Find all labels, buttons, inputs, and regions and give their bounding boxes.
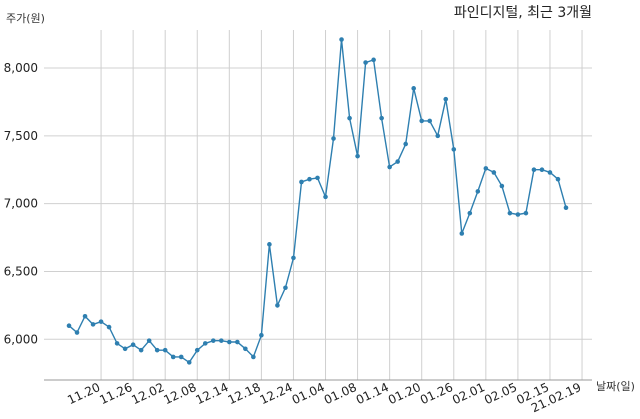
data-point xyxy=(186,360,192,365)
price-points xyxy=(66,37,569,365)
y-axis-label: 주가(원) xyxy=(6,12,45,25)
data-point xyxy=(235,339,240,345)
data-point xyxy=(451,147,457,152)
x-tick-label: 12.08 xyxy=(161,380,198,407)
data-point xyxy=(555,176,561,182)
data-point xyxy=(106,324,112,330)
data-point xyxy=(323,194,328,200)
data-point xyxy=(531,167,537,173)
data-point xyxy=(122,346,128,352)
data-point xyxy=(467,210,473,216)
data-point xyxy=(267,242,272,247)
data-point xyxy=(307,176,312,182)
data-point xyxy=(435,133,441,139)
data-point xyxy=(403,141,408,147)
data-point xyxy=(170,354,176,360)
data-point xyxy=(178,354,184,360)
data-point xyxy=(202,341,208,346)
y-tick-label: 7,500 xyxy=(4,129,38,143)
data-point xyxy=(523,210,529,216)
data-point xyxy=(371,57,376,63)
data-point xyxy=(427,118,433,124)
data-point xyxy=(483,166,489,171)
data-point xyxy=(291,255,296,261)
price-series-line xyxy=(68,39,567,364)
y-tick-label: 8,000 xyxy=(4,61,38,75)
data-point xyxy=(499,183,505,189)
chart-title: 파인디지털, 최근 3개월 xyxy=(454,5,592,21)
y-tick-label: 6,500 xyxy=(4,264,38,278)
data-point xyxy=(363,60,368,65)
data-point xyxy=(138,347,144,353)
x-axis-label: 날짜(일) xyxy=(596,379,635,393)
data-point xyxy=(459,231,465,236)
data-point xyxy=(387,164,392,170)
grid-lines xyxy=(44,30,592,380)
data-point xyxy=(210,338,216,343)
data-point xyxy=(563,205,569,211)
data-point xyxy=(114,341,120,346)
x-tick-label: 01.14 xyxy=(354,380,391,407)
data-point xyxy=(395,159,400,164)
data-point xyxy=(443,96,449,102)
data-point xyxy=(419,118,425,124)
x-tick-label: 12.18 xyxy=(226,380,263,407)
data-point xyxy=(66,323,72,329)
data-point xyxy=(475,189,481,194)
data-point xyxy=(379,115,384,121)
data-point xyxy=(74,330,80,335)
x-tick-label: 12.02 xyxy=(129,380,166,407)
x-tick-label: 02.05 xyxy=(482,380,519,407)
data-point xyxy=(98,319,104,324)
data-point xyxy=(491,170,497,175)
data-point xyxy=(194,347,200,353)
data-point xyxy=(299,179,304,185)
y-tick-label: 7,000 xyxy=(4,197,38,211)
data-point xyxy=(331,136,336,141)
x-tick-label: 02.01 xyxy=(450,380,487,407)
x-tick-label: 01.08 xyxy=(322,380,359,407)
data-point xyxy=(275,303,280,308)
data-point xyxy=(411,86,416,91)
data-point xyxy=(347,115,352,121)
data-point xyxy=(259,332,264,338)
data-point xyxy=(339,37,344,42)
data-point xyxy=(507,210,513,216)
data-point xyxy=(219,338,224,343)
data-point xyxy=(251,354,256,360)
data-point xyxy=(90,322,96,327)
data-point xyxy=(82,313,88,319)
data-point xyxy=(146,338,152,343)
x-tick-label: 01.26 xyxy=(418,380,455,407)
data-point xyxy=(162,347,168,353)
x-tick-label: 12.24 xyxy=(258,380,295,407)
data-point xyxy=(539,167,545,173)
data-point xyxy=(130,342,136,348)
x-tick-label: 11.26 xyxy=(97,380,134,407)
x-tick-label: 01.20 xyxy=(386,380,423,407)
y-tick-label: 6,000 xyxy=(4,332,38,346)
data-point xyxy=(243,346,248,352)
x-tick-label: 11.20 xyxy=(65,380,102,407)
data-point xyxy=(547,170,553,175)
data-point xyxy=(355,153,360,159)
data-point xyxy=(154,347,160,353)
data-point xyxy=(227,339,232,345)
data-point xyxy=(515,212,521,217)
data-point xyxy=(315,175,320,181)
data-point xyxy=(283,285,288,291)
x-tick-label: 01.04 xyxy=(290,380,327,407)
x-tick-label: 12.14 xyxy=(194,380,231,407)
